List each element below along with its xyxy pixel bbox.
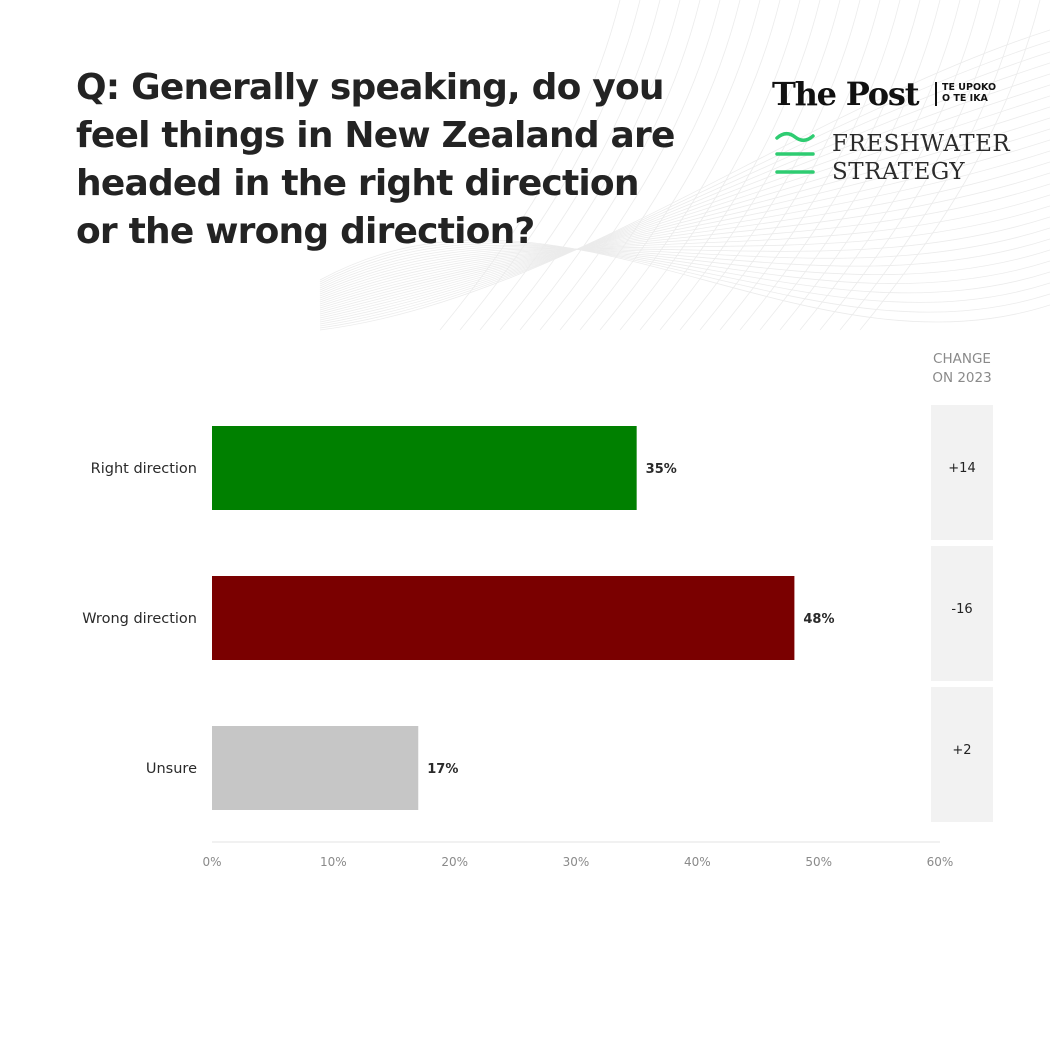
the-post-wordmark: The Post bbox=[772, 75, 920, 113]
value-label: 48% bbox=[803, 612, 834, 627]
mesh-line bbox=[519, 0, 701, 331]
mesh-line bbox=[479, 0, 661, 331]
mesh-line bbox=[779, 0, 961, 331]
x-tick-label: 20% bbox=[441, 855, 468, 869]
mesh-line bbox=[679, 0, 861, 331]
mesh-line bbox=[319, 172, 1050, 305]
bar-unsure bbox=[212, 726, 419, 810]
mesh-line bbox=[459, 0, 641, 331]
mesh-line bbox=[319, 62, 1050, 325]
mesh-line bbox=[859, 0, 1041, 331]
mesh-line bbox=[319, 247, 1050, 291]
bar-wrong-direction bbox=[212, 576, 795, 660]
mesh-line bbox=[319, 205, 1050, 299]
question-title: Q: Generally speaking, do you feel thing… bbox=[76, 67, 675, 252]
bar-right-direction bbox=[212, 426, 637, 510]
logo-divider bbox=[935, 82, 937, 106]
mesh-line bbox=[319, 239, 1050, 323]
mesh-line bbox=[719, 0, 901, 331]
mesh-line bbox=[819, 0, 1001, 331]
mesh-line bbox=[639, 0, 821, 331]
mesh-line bbox=[739, 0, 921, 331]
change-on-2023-header: CHANGE ON 2023 bbox=[932, 351, 992, 386]
mesh-line bbox=[539, 0, 721, 331]
x-tick-label: 30% bbox=[563, 855, 590, 869]
change-value: +2 bbox=[952, 743, 972, 758]
mesh-line bbox=[319, 243, 1050, 303]
mesh-line bbox=[319, 139, 1050, 311]
change-value: -16 bbox=[951, 602, 973, 617]
mesh-line bbox=[759, 0, 941, 331]
the-post-subtitle: TE UPOKO O TE IKA bbox=[942, 82, 997, 104]
mesh-line bbox=[319, 246, 1050, 289]
value-label: 17% bbox=[427, 762, 458, 777]
mesh-line bbox=[319, 51, 1050, 327]
mesh-line bbox=[319, 241, 1050, 313]
mesh-line bbox=[319, 194, 1050, 301]
mesh-line bbox=[319, 150, 1050, 309]
mesh-line bbox=[319, 238, 1050, 293]
mesh-line bbox=[319, 128, 1050, 313]
freshwater-wave-icon bbox=[775, 132, 815, 174]
mesh-line bbox=[839, 0, 1021, 331]
mesh-line bbox=[499, 0, 681, 331]
mesh-line bbox=[319, 183, 1050, 303]
mesh-line bbox=[319, 95, 1050, 319]
change-value: +14 bbox=[948, 461, 976, 476]
mesh-line bbox=[319, 117, 1050, 315]
mesh-line bbox=[599, 0, 781, 331]
x-tick-label: 0% bbox=[202, 855, 221, 869]
mesh-line bbox=[319, 84, 1050, 321]
mesh-line bbox=[319, 40, 1050, 329]
mesh-line bbox=[619, 0, 801, 331]
category-label: Right direction bbox=[91, 461, 197, 477]
mesh-line bbox=[319, 244, 1050, 294]
mesh-line bbox=[319, 161, 1050, 307]
change-box: -16 bbox=[931, 546, 993, 681]
x-tick-label: 10% bbox=[320, 855, 347, 869]
freshwater-strategy-wordmark: FRESHWATER STRATEGY bbox=[832, 131, 1011, 185]
x-tick-label: 50% bbox=[805, 855, 832, 869]
value-label: 35% bbox=[646, 462, 677, 477]
mesh-line bbox=[659, 0, 841, 331]
mesh-line bbox=[319, 29, 1050, 331]
x-tick-label: 40% bbox=[684, 855, 711, 869]
x-tick-label: 60% bbox=[927, 855, 954, 869]
mesh-line bbox=[319, 73, 1050, 323]
mesh-line bbox=[319, 227, 1050, 295]
mesh-line bbox=[439, 0, 621, 331]
brand-logos: The Post TE UPOKO O TE IKA FRESHWATER ST… bbox=[772, 76, 1022, 196]
category-label: Wrong direction bbox=[82, 611, 197, 627]
mesh-line bbox=[579, 0, 761, 331]
category-label: Unsure bbox=[146, 761, 197, 777]
mesh-line bbox=[699, 0, 881, 331]
mesh-line bbox=[799, 0, 981, 331]
mesh-line bbox=[559, 0, 741, 331]
background-mesh-decoration bbox=[319, 0, 1050, 331]
change-box: +2 bbox=[931, 687, 993, 822]
change-box: +14 bbox=[931, 405, 993, 540]
